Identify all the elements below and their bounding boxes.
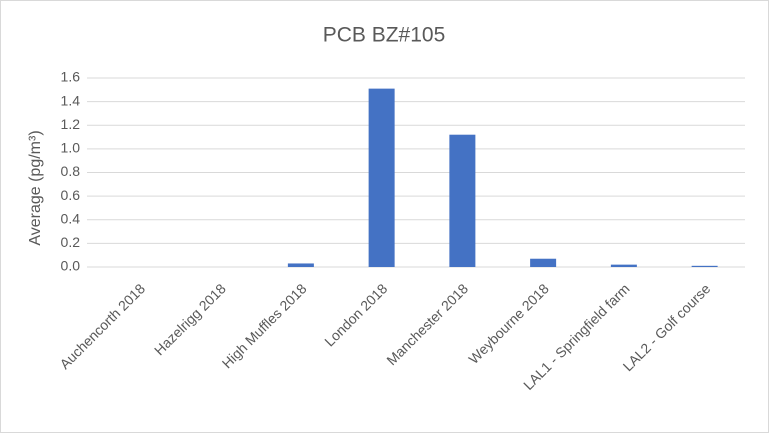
y-tick-label: 1.4	[61, 92, 81, 108]
y-tick-label: 0.4	[61, 210, 81, 226]
y-axis-label: Average (pg/m³)	[27, 130, 44, 245]
y-tick-label: 0.2	[61, 234, 81, 250]
y-tick-label: 1.6	[61, 69, 81, 85]
y-tick-label: 1.2	[61, 116, 81, 132]
bar	[610, 264, 637, 267]
bar	[368, 88, 395, 267]
chart-title: PCB BZ#105	[323, 24, 446, 47]
y-tick-label: 1.0	[61, 140, 81, 156]
y-tick-label: 0.0	[61, 258, 81, 274]
bar	[287, 263, 314, 267]
bar	[449, 134, 476, 267]
bar	[691, 265, 718, 267]
y-tick-label: 0.8	[61, 163, 81, 179]
bar	[530, 258, 557, 267]
y-tick-label: 0.6	[61, 187, 81, 203]
